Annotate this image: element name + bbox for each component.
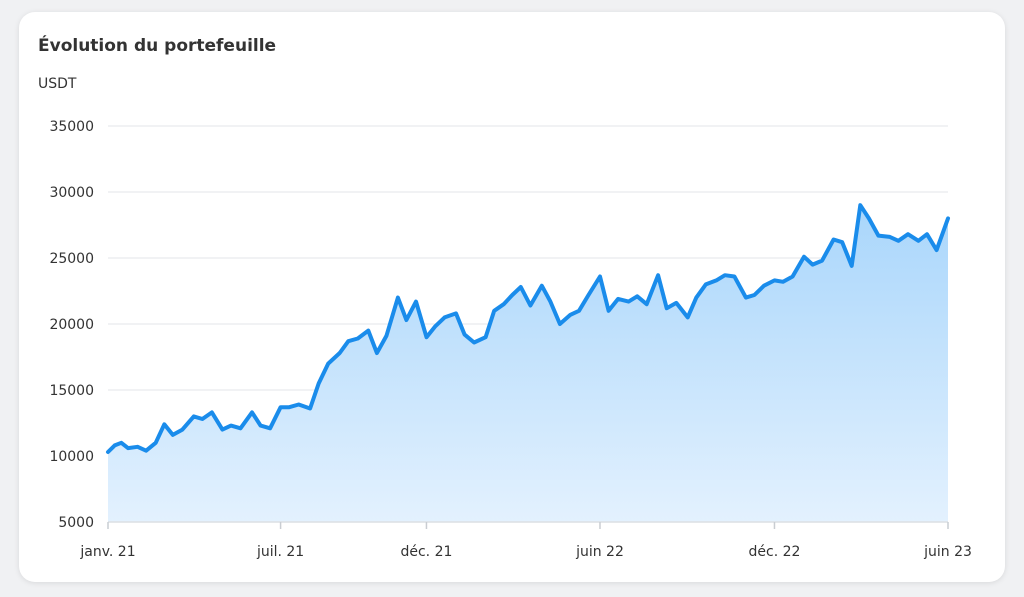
x-tick-label: juin 23: [923, 544, 972, 560]
x-tick-label: juil. 21: [256, 544, 304, 560]
x-tick-label: déc. 21: [400, 544, 452, 560]
portfolio-line: [106, 203, 950, 454]
x-tick-label: juin 22: [575, 544, 624, 560]
chart-title: Évolution du portefeuille: [38, 36, 277, 56]
y-tick-label: 30000: [49, 185, 94, 201]
y-tick-label: 5000: [58, 515, 94, 531]
x-tick-label: déc. 22: [749, 544, 801, 560]
y-tick-label: 20000: [49, 317, 94, 333]
y-axis: 35000 30000 25000 20000 15000 10000 5000: [49, 119, 94, 531]
y-tick-label: 25000: [49, 251, 94, 267]
y-tick-label: 15000: [49, 383, 94, 399]
y-axis-unit: USDT: [38, 76, 77, 92]
y-tick-label: 10000: [49, 449, 94, 465]
x-tick-label: janv. 21: [79, 544, 135, 560]
y-tick-label: 35000: [49, 119, 94, 135]
portfolio-area: [108, 205, 948, 522]
x-axis: janv. 21 juil. 21 déc. 21 juin 22 déc. 22 jui…: [79, 521, 972, 560]
